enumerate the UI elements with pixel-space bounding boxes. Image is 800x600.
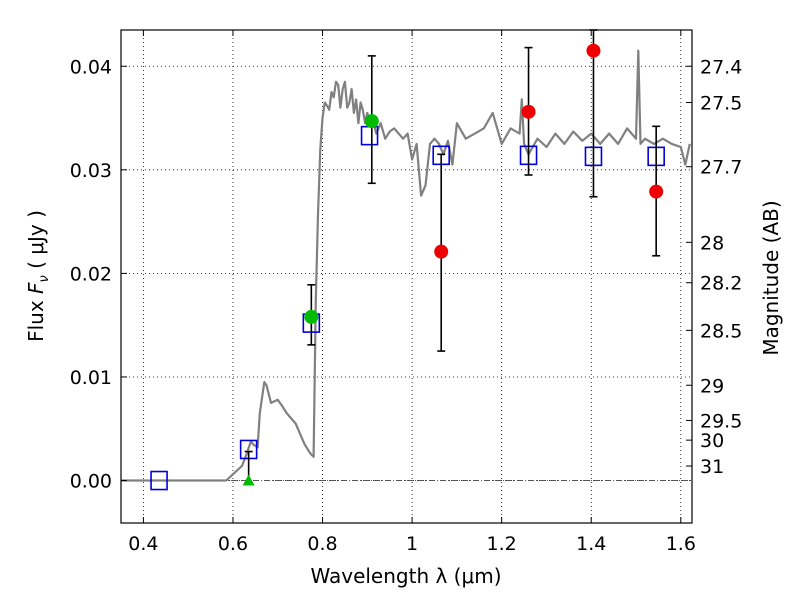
x-tick-label: 0.8 [307,533,337,555]
x-tick-label: 1.6 [666,533,696,555]
y2-tick-label: 27.5 [700,93,742,115]
x-tick-label: 1 [406,533,418,555]
y2-tick-label: 30 [700,430,724,452]
green-detection-marker [364,114,379,129]
y-axis-label-text: Flux [24,300,48,342]
y2-tick-label: 27.4 [700,56,742,78]
plot-data [121,29,692,491]
y-tick-label: 0.02 [70,263,112,285]
y2-tick-label: 29 [700,375,724,397]
y-axis-label-unit: ( μJy ) [24,210,48,269]
model-photometry-square [150,470,168,491]
y-tick-label: 0.01 [70,367,112,389]
y-tick-label: 0.03 [70,160,112,182]
grid-lines [121,30,692,523]
red-detection-marker [586,43,601,58]
x-tick-label: 0.6 [218,533,248,555]
y2-tick-label: 29.5 [700,410,742,432]
y2-tick-label: 28 [700,232,724,254]
y-tick-label: 0.00 [70,471,112,493]
axis-ticks: 0.4 0.6 0.8 1 1.2 1.4 1.6 0.00 0.01 0.02 0.03 0.04 2… [70,30,742,555]
x-axis-label: Wavelength λ (μm) [310,564,501,588]
green-detection-marker [304,309,319,324]
x-tick-label: 1.4 [576,533,606,555]
y2-tick-label: 28.2 [700,273,742,295]
model-spectrum-line [121,49,691,482]
red-detection-marker [434,244,449,259]
y2-axis-label: Magnitude (AB) [759,200,783,355]
x-tick-label: 1.2 [487,533,517,555]
x-tick-label: 0.4 [128,533,158,555]
y2-tick-label: 27.7 [700,157,742,179]
red-detection-marker [649,184,664,199]
green-triangle-marker [242,474,255,486]
y-axis-label: Flux Fν ( μJy ) [24,210,52,342]
red-detection-marker [521,104,536,119]
plot-frame [120,29,693,524]
y-axis-label-subscript: ν [37,275,52,282]
y2-tick-label: 28.5 [700,320,742,342]
y2-tick-label: 31 [700,456,724,478]
y-tick-label: 0.04 [70,56,112,78]
y-axis-label-symbol: F [24,282,48,294]
